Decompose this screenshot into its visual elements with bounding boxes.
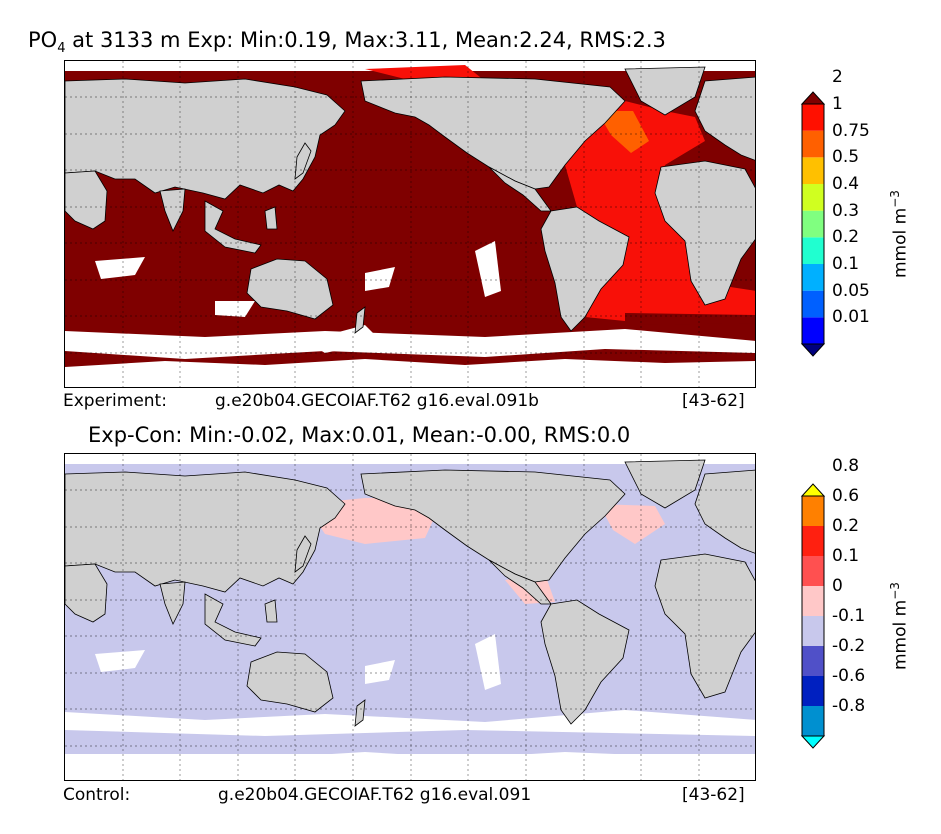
bottom-colorbar — [800, 483, 826, 749]
top-colorbar-segment — [802, 290, 824, 318]
bottom-colorbar-segment — [802, 586, 824, 616]
top-colorbar-segment — [802, 317, 824, 344]
top-colorbar-tick-label: 0.5 — [832, 147, 860, 168]
bottom-colorbar-tick-label: -0.6 — [832, 666, 866, 686]
top-colorbar-tick-label: 0.3 — [832, 200, 860, 221]
bottom-colorbar-tick-label: -0.8 — [832, 696, 866, 716]
top-colorbar-tick-label: 1 — [832, 94, 843, 114]
top-colorbar-svg — [800, 91, 826, 357]
top-colorbar-segment — [802, 237, 824, 264]
top-footer-case: g.e20b04.GECOIAF.T62 g16.eval.091b — [215, 391, 539, 411]
top-colorbar-tick-label: 2 — [832, 67, 843, 88]
bottom-colorbar-segment — [802, 526, 824, 556]
bottom-colorbar-segment — [802, 706, 824, 736]
bottom-map-plot — [64, 453, 756, 781]
bottom-colorbar-tick-label: 0 — [832, 576, 843, 596]
top-colorbar-segment — [802, 264, 824, 291]
top-footer-years: [43-62] — [682, 391, 745, 411]
top-colorbar — [800, 91, 826, 357]
ocean-atlantic-region — [545, 101, 755, 321]
bottom-panel-title: Exp-Con: Min:-0.02, Max:0.01, Mean:-0.00… — [88, 423, 631, 447]
bottom-footer-case: g.e20b04.GECOIAF.T62 g16.eval.091 — [218, 785, 532, 805]
top-colorbar-unit: mmol m−3 — [888, 190, 911, 278]
top-colorbar-segment — [802, 104, 824, 131]
bottom-colorbar-extend-max — [800, 483, 826, 497]
bottom-colorbar-unit: mmol m−3 — [888, 582, 911, 670]
top-colorbar-tick-label: 0.4 — [832, 174, 860, 194]
bottom-colorbar-segment — [802, 646, 824, 676]
bottom-colorbar-svg — [800, 483, 826, 749]
top-map-gridlines — [65, 61, 755, 387]
bottom-colorbar-tick-label: -0.1 — [832, 606, 866, 626]
bottom-colorbar-tick-label: -0.2 — [832, 636, 866, 656]
top-colorbar-extend-min — [800, 343, 826, 357]
top-colorbar-tick-label: 0.75 — [832, 120, 870, 141]
top-colorbar-tick-label: 0.05 — [832, 280, 870, 301]
top-panel-title: PO4 at 3133 m Exp: Min:0.19, Max:3.11, M… — [28, 28, 666, 57]
bottom-footer-label: Control: — [63, 785, 131, 805]
top-colorbar-segment — [802, 210, 824, 238]
ocean-labrador-region — [597, 111, 649, 153]
top-colorbar-segment — [802, 157, 824, 184]
bottom-colorbar-extend-min — [800, 735, 826, 749]
bottom-colorbar-tick-label: 0.1 — [832, 546, 860, 566]
top-map-svg — [65, 61, 755, 387]
bottom-colorbar-segment — [802, 616, 824, 646]
top-footer-label: Experiment: — [63, 391, 167, 411]
top-map-plot — [64, 60, 756, 388]
bottom-footer-years: [43-62] — [682, 785, 745, 805]
top-colorbar-segment — [802, 130, 824, 158]
top-colorbar-segment — [802, 184, 824, 211]
bottom-colorbar-segment — [802, 496, 824, 526]
bottom-map-gridlines — [65, 454, 755, 780]
top-colorbar-tick-label: 0.2 — [832, 227, 860, 248]
bottom-colorbar-tick-label: 0.6 — [832, 486, 860, 506]
top-colorbar-extend-max — [800, 91, 826, 105]
top-colorbar-tick-label: 0.01 — [832, 307, 870, 328]
top-colorbar-tick-label: 0.1 — [832, 254, 860, 274]
bottom-colorbar-tick-label: 0.8 — [832, 456, 860, 476]
bottom-colorbar-segment — [802, 676, 824, 706]
ocean-labrador-positive — [599, 504, 665, 544]
bottom-map-svg — [65, 454, 755, 780]
bottom-colorbar-tick-label: 0.2 — [832, 516, 860, 536]
bottom-colorbar-segment — [802, 556, 824, 586]
